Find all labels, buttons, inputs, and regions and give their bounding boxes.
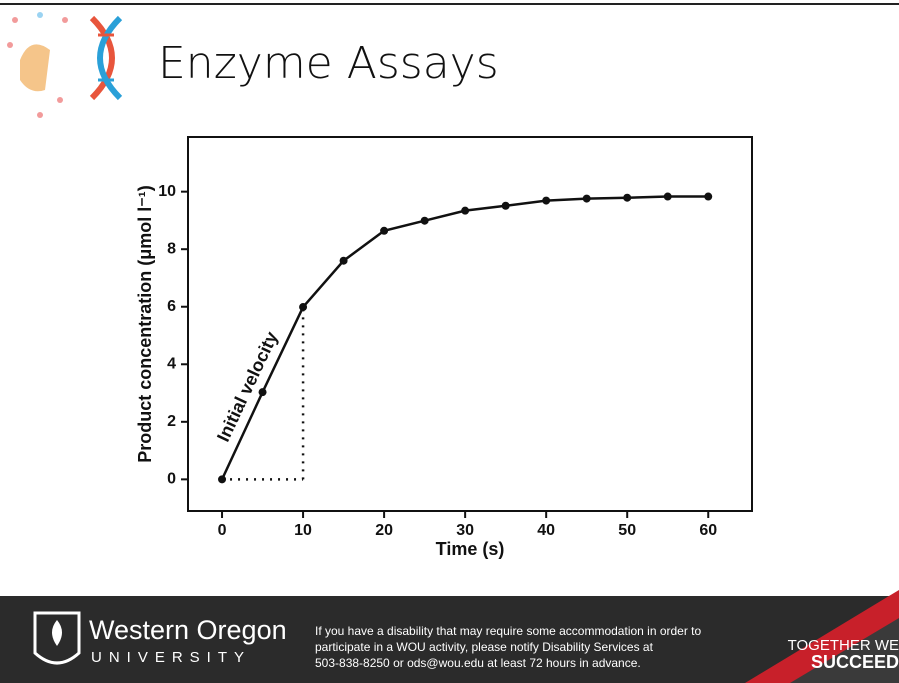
x-tick-label: 20 (375, 522, 393, 539)
x-tick-label: 50 (618, 522, 636, 539)
data-point (380, 227, 388, 235)
data-point (502, 202, 510, 210)
x-tick-label: 40 (537, 522, 555, 539)
y-tick-label: 10 (158, 183, 176, 200)
y-tick-label: 6 (167, 298, 176, 315)
data-point (623, 194, 631, 202)
data-point (664, 193, 672, 201)
y-tick-label: 0 (167, 471, 176, 488)
y-tick-label: 2 (167, 413, 176, 430)
x-tick-label: 30 (456, 522, 474, 539)
data-point (421, 217, 429, 225)
x-tick-label: 60 (699, 522, 717, 539)
y-tick-label: 8 (167, 240, 176, 257)
data-point (583, 195, 591, 203)
university-name: Western Oregon (89, 615, 287, 645)
notice-line: participate in a WOU activity, please no… (315, 640, 654, 654)
x-axis-label: Time (s) (436, 539, 505, 559)
data-point (340, 257, 348, 265)
y-axis-label: Product concentration (μmol l⁻¹) (135, 185, 155, 463)
notice-line: If you have a disability that may requir… (315, 624, 702, 638)
university-sub: UNIVERSITY (91, 649, 251, 666)
slogan: SUCCEED (811, 652, 899, 672)
data-point (461, 207, 469, 215)
data-point (259, 388, 267, 396)
data-point (542, 197, 550, 205)
slide-title: Enzyme Assays (158, 38, 499, 89)
data-point (704, 193, 712, 201)
x-tick-label: 10 (294, 522, 312, 539)
y-tick-label: 4 (167, 355, 176, 372)
x-tick-label: 0 (218, 522, 227, 539)
slide: Enzyme Assays 0 10 20 30 40 50 60 0 2 4 6 8 10 Time (… (0, 0, 899, 683)
notice-line: 503-838-8250 or ods@wou.edu at least 72 … (315, 656, 641, 670)
